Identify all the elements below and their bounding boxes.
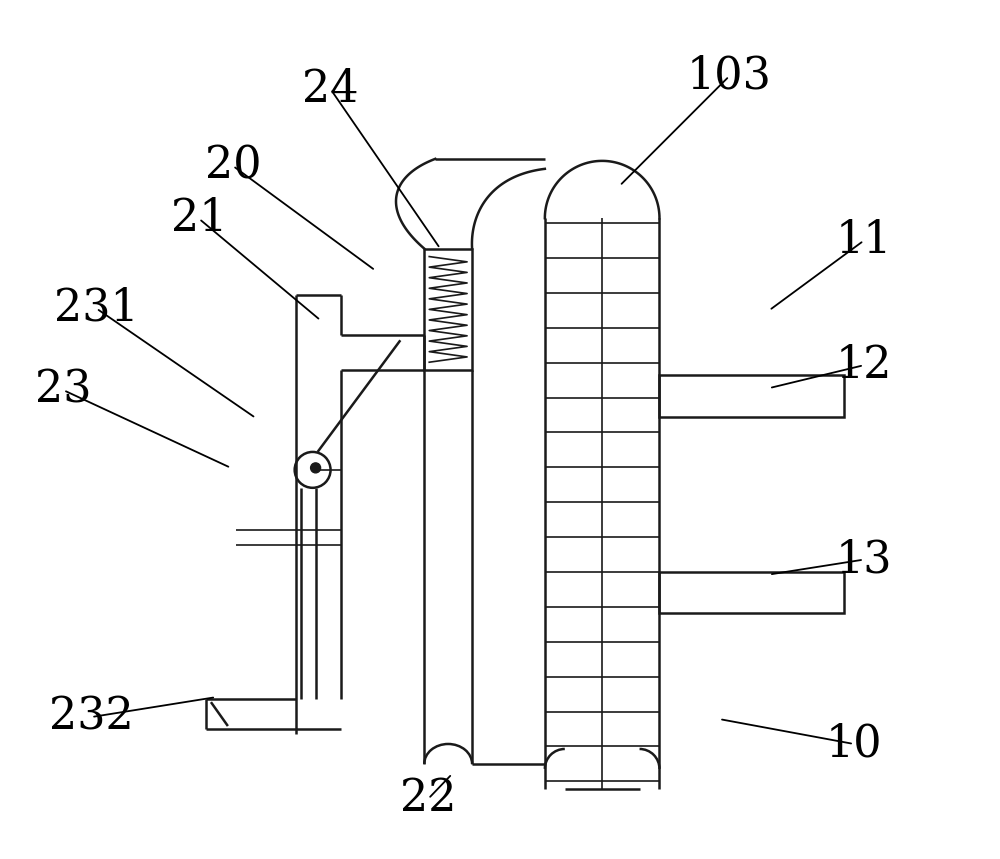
Bar (659, 571, 844, 613)
Text: 12: 12 (836, 344, 892, 387)
Text: 232: 232 (49, 696, 134, 739)
Bar (424, 248, 472, 370)
Text: 231: 231 (54, 287, 139, 330)
Bar (659, 375, 844, 417)
Text: 13: 13 (836, 538, 892, 582)
Text: 23: 23 (35, 369, 92, 411)
Text: 24: 24 (302, 68, 359, 111)
Text: 103: 103 (687, 55, 772, 98)
Text: 20: 20 (205, 144, 261, 187)
Text: 10: 10 (826, 722, 882, 765)
Text: 11: 11 (836, 219, 892, 262)
Circle shape (311, 463, 321, 472)
Text: 21: 21 (171, 197, 227, 241)
Text: 22: 22 (400, 777, 456, 820)
